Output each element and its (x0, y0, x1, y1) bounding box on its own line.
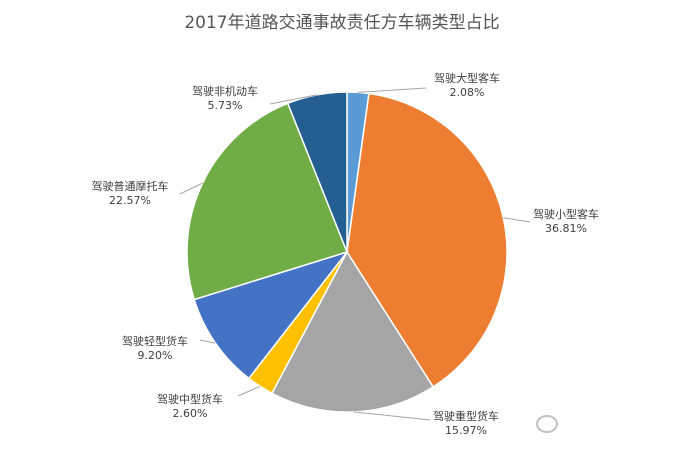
leader-line-3 (237, 385, 261, 397)
pie-slice-2 (270, 250, 435, 413)
pie-slice-4 (193, 250, 350, 380)
leader-line-4 (199, 339, 216, 344)
leader-line-2 (353, 411, 431, 421)
slice-category-label-0: 驾驶大型客车 (434, 71, 500, 85)
leader-line-5 (179, 182, 203, 195)
leader-line-0 (357, 87, 427, 93)
slice-value-label-3: 2.60% (173, 407, 208, 420)
leader-lines-group (179, 87, 531, 421)
slice-value-label-5: 22.57% (109, 194, 151, 207)
slice-value-label-4: 9.20% (138, 349, 173, 362)
slice-category-label-3: 驾驶中型货车 (157, 392, 223, 406)
slice-value-label-1: 36.81% (545, 222, 587, 235)
chart-title: 2017年道路交通事故责任方车辆类型占比 (184, 13, 499, 33)
slice-value-label-6: 5.73% (208, 99, 243, 112)
leader-line-1 (503, 217, 531, 223)
leader-line-6 (269, 94, 317, 105)
slice-category-label-4: 驾驶轻型货车 (122, 334, 188, 348)
slice-category-label-2: 驾驶重型货车 (433, 409, 499, 423)
slice-category-label-5: 驾驶普通摩托车 (92, 179, 169, 193)
slice-category-label-6: 驾驶非机动车 (192, 84, 258, 98)
slice-value-label-0: 2.08% (450, 86, 485, 99)
slices-group (186, 91, 508, 413)
slice-value-label-2: 15.97% (445, 424, 487, 437)
slice-category-label-1: 驾驶小型客车 (533, 207, 599, 221)
